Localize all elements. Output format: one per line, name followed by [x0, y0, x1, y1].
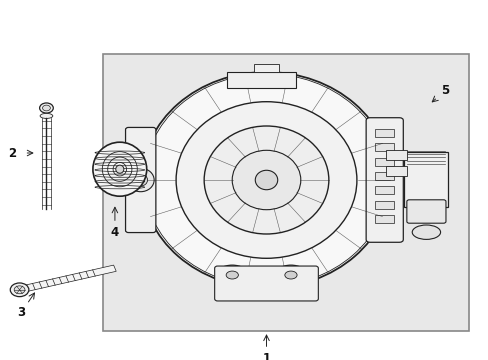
Bar — [374, 186, 393, 194]
Bar — [374, 172, 393, 180]
Ellipse shape — [255, 170, 277, 190]
Bar — [386, 166, 406, 176]
Ellipse shape — [232, 150, 300, 210]
Ellipse shape — [411, 225, 440, 239]
Bar — [374, 215, 393, 223]
FancyBboxPatch shape — [406, 200, 445, 223]
Ellipse shape — [142, 72, 390, 288]
Ellipse shape — [10, 283, 29, 297]
FancyBboxPatch shape — [125, 127, 156, 233]
Bar — [374, 143, 393, 151]
Text: 3: 3 — [18, 306, 25, 319]
Ellipse shape — [176, 102, 356, 258]
Ellipse shape — [40, 103, 53, 113]
Ellipse shape — [225, 271, 238, 279]
Ellipse shape — [274, 265, 306, 285]
Ellipse shape — [14, 286, 25, 294]
FancyBboxPatch shape — [403, 152, 447, 207]
Ellipse shape — [204, 126, 328, 234]
Ellipse shape — [134, 174, 147, 186]
Bar — [102, 54, 468, 331]
Bar — [374, 158, 393, 166]
Ellipse shape — [284, 271, 297, 279]
Bar — [374, 129, 393, 137]
Ellipse shape — [127, 168, 154, 192]
Bar — [374, 201, 393, 209]
Text: 1: 1 — [262, 352, 270, 360]
Ellipse shape — [93, 142, 146, 196]
FancyBboxPatch shape — [214, 266, 318, 301]
FancyBboxPatch shape — [366, 118, 403, 242]
Bar — [386, 150, 406, 160]
Bar — [227, 72, 295, 88]
Text: 5: 5 — [441, 84, 449, 97]
Text: 4: 4 — [111, 226, 119, 239]
Ellipse shape — [216, 265, 247, 285]
Ellipse shape — [116, 165, 123, 173]
Ellipse shape — [42, 105, 50, 111]
Text: 2: 2 — [8, 147, 16, 159]
Bar — [254, 64, 278, 72]
Polygon shape — [18, 265, 116, 293]
Ellipse shape — [40, 113, 53, 118]
